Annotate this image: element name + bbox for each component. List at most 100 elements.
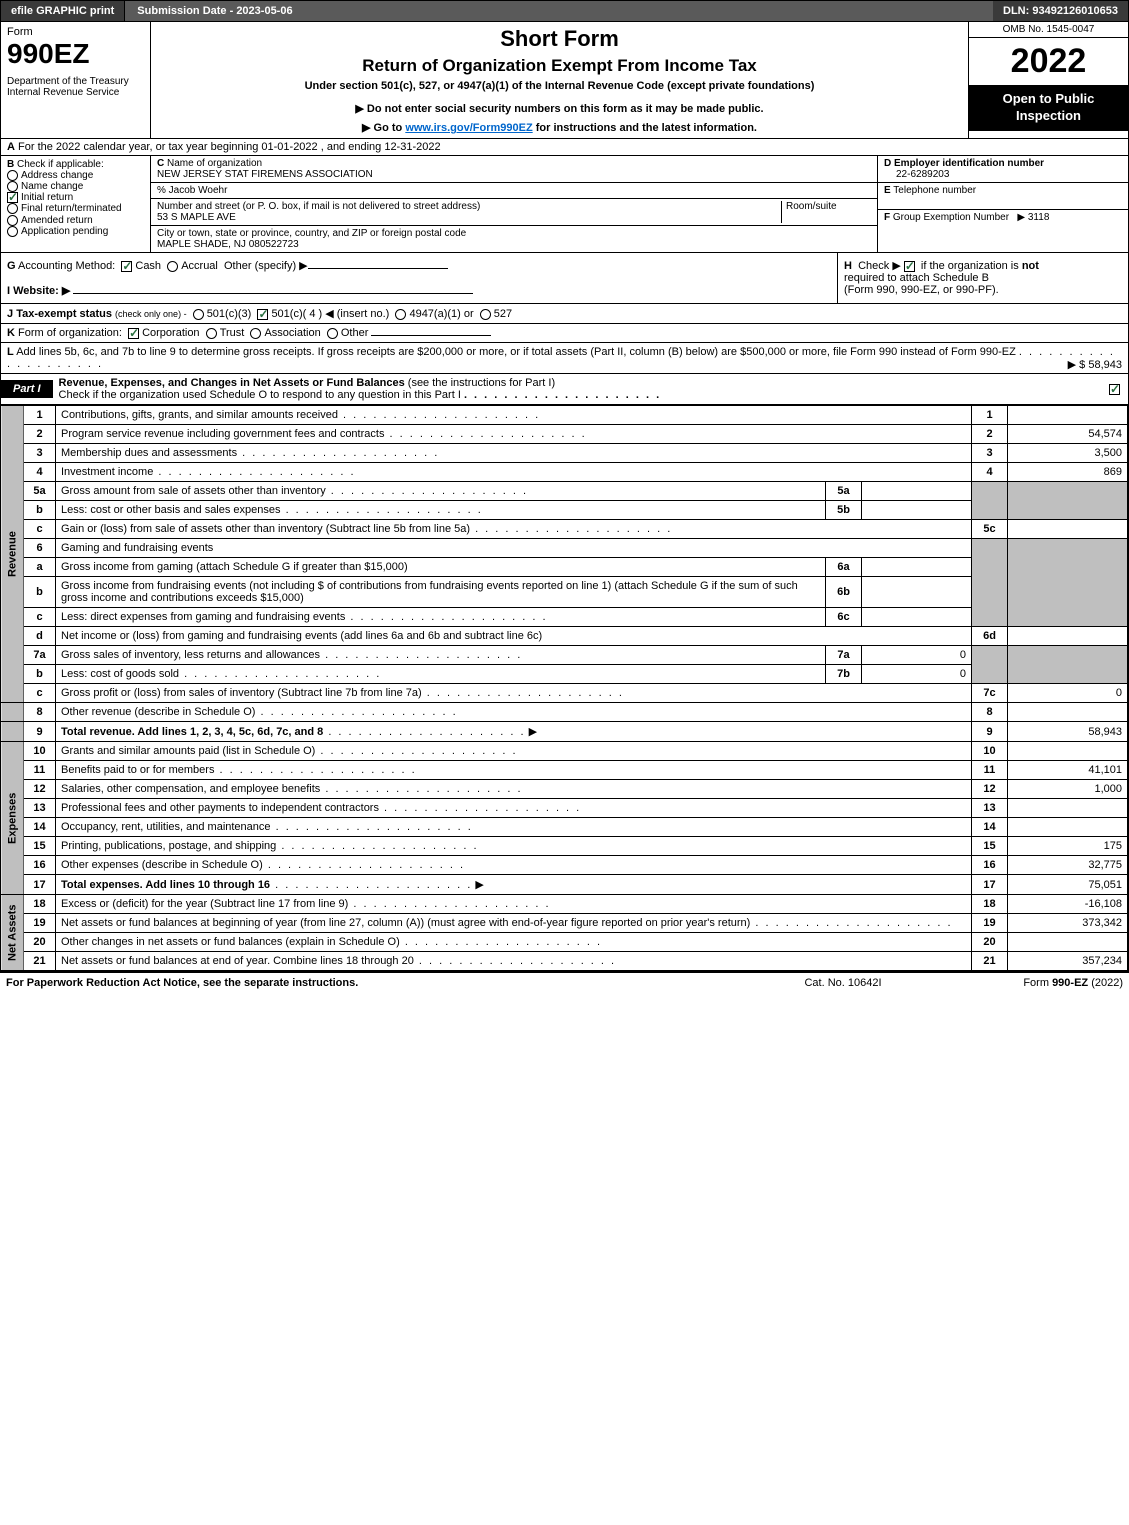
header-mid: Short Form Return of Organization Exempt… (151, 22, 968, 138)
d-label: D (884, 158, 891, 169)
section-k: K Form of organization: Corporation Trus… (1, 324, 1128, 343)
chk-501c[interactable] (257, 309, 268, 320)
footer-r-form: 990-EZ (1052, 977, 1088, 989)
section-b: B Check if applicable: Address change Na… (1, 156, 151, 252)
chk-schedule-o[interactable] (1109, 384, 1120, 395)
chk-501c3[interactable] (193, 309, 204, 320)
efile-print-button[interactable]: efile GRAPHIC print (1, 1, 125, 21)
form-header: Form 990EZ Department of the Treasury In… (1, 22, 1128, 139)
chk-corp[interactable] (128, 328, 139, 339)
b-10: 10 (972, 742, 1008, 761)
d-17: Total expenses. Add lines 10 through 16 (61, 879, 270, 891)
d-5a: Gross amount from sale of assets other t… (61, 485, 326, 497)
b-1: 1 (972, 406, 1008, 425)
header-left: Form 990EZ Department of the Treasury In… (1, 22, 151, 138)
sv-6a (862, 558, 972, 577)
c-name-lbl: Name of organization (167, 158, 262, 169)
f-label: F (884, 212, 890, 223)
a-21: 357,234 (1008, 952, 1128, 971)
chk-schedule-b[interactable] (904, 261, 915, 272)
part1-title-row: Revenue, Expenses, and Changes in Net As… (53, 374, 1104, 404)
b-14: 14 (972, 818, 1008, 837)
page-footer: For Paperwork Reduction Act Notice, see … (0, 972, 1129, 993)
l-label: L (7, 346, 14, 358)
chk-app-pending[interactable] (7, 226, 18, 237)
opt-other: Other (specify) ▶ (224, 260, 308, 272)
sv-7b: 0 (862, 665, 972, 684)
opt-amended: Amended return (21, 215, 93, 226)
arrow-9: ▶ (529, 726, 537, 738)
chk-assoc[interactable] (250, 328, 261, 339)
chk-initial-return[interactable] (7, 192, 18, 203)
k-title: Form of organization: (18, 327, 122, 339)
a-11: 41,101 (1008, 761, 1128, 780)
form-number: 990EZ (7, 38, 144, 70)
b-7c: 7c (972, 684, 1008, 703)
open-public: Open to Public Inspection (969, 85, 1128, 131)
dln-label: DLN: 93492126010653 (993, 1, 1128, 21)
part1-check-line: Check if the organization used Schedule … (59, 389, 461, 401)
footer-cat: Cat. No. 10642I (743, 977, 943, 989)
section-l: L Add lines 5b, 6c, and 7b to line 9 to … (1, 343, 1128, 374)
sections-g-h: G Accounting Method: Cash Accrual Other … (1, 253, 1128, 304)
a-5c (1008, 520, 1128, 539)
b-4: 4 (972, 463, 1008, 482)
opt-pending: Application pending (21, 226, 108, 237)
b-20: 20 (972, 933, 1008, 952)
chk-address-change[interactable] (7, 170, 18, 181)
d-5c: Gain or (loss) from sale of assets other… (61, 523, 470, 535)
h-text3: required to attach Schedule B (844, 272, 989, 284)
chk-other-org[interactable] (327, 328, 338, 339)
other-org-line[interactable] (371, 335, 491, 336)
f-title: Group Exemption Number (893, 212, 1009, 223)
footer-r-yr: (2022) (1088, 977, 1123, 989)
website-line[interactable] (73, 293, 473, 294)
d-2: Program service revenue including govern… (61, 428, 384, 440)
opt-final: Final return/terminated (21, 204, 122, 215)
chk-amended[interactable] (7, 215, 18, 226)
dots (338, 409, 540, 421)
part1-dots (464, 389, 661, 401)
form-990ez: Form 990EZ Department of the Treasury In… (0, 22, 1129, 972)
irs-link[interactable]: www.irs.gov/Form990EZ (405, 122, 532, 134)
d-4: Investment income (61, 466, 153, 478)
a-9: 58,943 (1008, 722, 1128, 742)
e-title: Telephone number (893, 185, 976, 196)
j-label: J (7, 308, 13, 320)
chk-final-return[interactable] (7, 203, 18, 214)
section-g: G Accounting Method: Cash Accrual Other … (7, 259, 831, 272)
b-6d: 6d (972, 627, 1008, 646)
topbar-spacer (305, 1, 993, 21)
chk-4947[interactable] (395, 309, 406, 320)
a-4: 869 (1008, 463, 1128, 482)
short-form-title: Short Form (155, 26, 964, 52)
k-label: K (7, 327, 15, 339)
d-6c: Less: direct expenses from gaming and fu… (61, 611, 345, 623)
sv-6c (862, 608, 972, 627)
other-specify-line[interactable] (308, 268, 448, 269)
d-19: Net assets or fund balances at beginning… (61, 917, 750, 929)
s-7b: 7b (826, 665, 862, 684)
chk-527[interactable] (480, 309, 491, 320)
d-7b: Less: cost of goods sold (61, 668, 179, 680)
a-10 (1008, 742, 1128, 761)
d-12: Salaries, other compensation, and employ… (61, 783, 320, 795)
street: 53 S MAPLE AVE (157, 212, 236, 223)
j-sub: (check only one) - (115, 309, 187, 319)
chk-cash[interactable] (121, 261, 132, 272)
section-h: H Check ▶ if the organization is not req… (838, 253, 1128, 303)
tax-year: 2022 (969, 38, 1128, 85)
g-label: G (7, 260, 16, 272)
chk-trust[interactable] (206, 328, 217, 339)
h-not: not (1022, 260, 1039, 272)
a-17: 75,051 (1008, 875, 1128, 895)
note-link-row: ▶ Go to www.irs.gov/Form990EZ for instru… (155, 121, 964, 134)
org-name: NEW JERSEY STAT FIREMENS ASSOCIATION (157, 169, 373, 180)
sv-6b (862, 577, 972, 608)
a-text: For the 2022 calendar year, or tax year … (18, 141, 441, 153)
chk-accrual[interactable] (167, 261, 178, 272)
b-12: 12 (972, 780, 1008, 799)
d-6b: Gross income from fundraising events (no… (61, 580, 798, 604)
note2-post: for instructions and the latest informat… (533, 122, 757, 134)
f-val: ▶ 3118 (1017, 212, 1049, 223)
